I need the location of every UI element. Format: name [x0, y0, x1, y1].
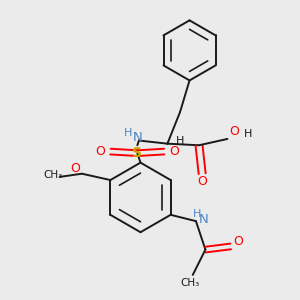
- Text: CH₃: CH₃: [43, 170, 62, 180]
- Text: O: O: [169, 145, 179, 158]
- Text: H: H: [176, 136, 184, 146]
- Text: O: O: [70, 163, 80, 176]
- Text: N: N: [199, 213, 209, 226]
- Text: N: N: [133, 131, 142, 144]
- Text: CH₃: CH₃: [180, 278, 199, 288]
- Text: H: H: [124, 128, 132, 138]
- Text: O: O: [197, 175, 207, 188]
- Text: O: O: [234, 235, 244, 248]
- Text: O: O: [229, 124, 239, 137]
- Text: S: S: [132, 146, 142, 160]
- Text: H: H: [244, 129, 252, 139]
- Text: O: O: [95, 145, 105, 158]
- Text: H: H: [193, 209, 202, 219]
